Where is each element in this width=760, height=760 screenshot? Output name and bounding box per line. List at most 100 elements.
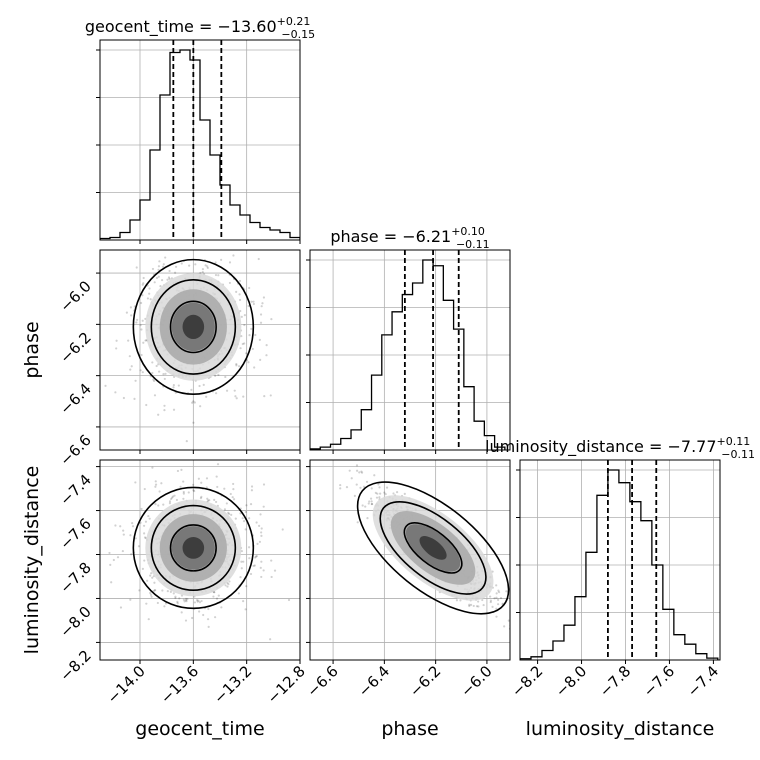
sample-point bbox=[164, 256, 167, 259]
panel-phase-vs-phase bbox=[306, 249, 511, 454]
sample-point bbox=[177, 384, 180, 387]
sample-point bbox=[252, 300, 255, 303]
sample-point bbox=[339, 483, 342, 487]
sample-point bbox=[232, 488, 235, 491]
sample-point bbox=[206, 499, 210, 502]
sample-point bbox=[513, 622, 515, 624]
sample-point bbox=[374, 491, 377, 494]
sample-point bbox=[261, 302, 264, 305]
sample-point bbox=[116, 556, 120, 559]
sample-point bbox=[174, 596, 177, 600]
sample-point bbox=[232, 482, 235, 486]
sample-point bbox=[150, 572, 153, 575]
sample-point bbox=[468, 604, 471, 608]
sample-point bbox=[180, 262, 183, 265]
sample-point bbox=[197, 599, 200, 602]
sample-point bbox=[259, 513, 262, 516]
panel-frame bbox=[309, 249, 511, 451]
sample-point bbox=[143, 536, 147, 539]
panel-luminosity-distance-vs-geocent-time: −14.0 −13.6 −13.2 −12.8 −8.2 −8.0 −7.8 −7.6 −7.4 bbox=[56, 459, 309, 707]
sample-point bbox=[501, 602, 504, 605]
sample-point bbox=[153, 394, 157, 397]
sample-point bbox=[468, 603, 471, 606]
sample-point bbox=[377, 483, 380, 486]
sample-point bbox=[196, 248, 198, 250]
sample-point bbox=[224, 375, 227, 379]
sample-point bbox=[243, 314, 246, 317]
sample-point bbox=[499, 596, 503, 600]
sample-point bbox=[142, 282, 145, 285]
sample-point bbox=[365, 480, 369, 483]
sample-point bbox=[240, 315, 243, 318]
sample-point bbox=[202, 613, 205, 617]
sample-point bbox=[186, 597, 189, 601]
sample-point bbox=[269, 394, 272, 397]
sample-point bbox=[370, 487, 373, 490]
sample-point bbox=[148, 292, 151, 295]
sample-point bbox=[477, 605, 480, 608]
sample-point bbox=[121, 549, 124, 553]
sample-point bbox=[360, 470, 363, 473]
sample-point bbox=[144, 520, 148, 523]
sample-point bbox=[260, 534, 263, 537]
sample-point bbox=[206, 265, 209, 268]
sample-point bbox=[362, 485, 366, 488]
sample-point bbox=[198, 610, 201, 613]
contour-0 bbox=[169, 524, 217, 572]
sample-point bbox=[135, 266, 138, 269]
sample-point bbox=[242, 560, 245, 563]
y-tick-label-luminosity-distance: −7.6 bbox=[56, 515, 94, 553]
sample-point bbox=[350, 477, 353, 480]
sample-point bbox=[133, 397, 136, 400]
sample-point bbox=[172, 386, 175, 389]
sample-point bbox=[244, 510, 247, 514]
x-tick-label-luminosity-distance: −7.8 bbox=[596, 662, 634, 700]
sample-point bbox=[495, 584, 498, 587]
sample-point bbox=[269, 638, 272, 641]
sample-point bbox=[214, 500, 218, 504]
sample-point bbox=[162, 373, 165, 376]
sample-point bbox=[193, 489, 196, 493]
sample-point bbox=[141, 567, 144, 570]
sample-point bbox=[245, 504, 248, 507]
sample-point bbox=[162, 263, 165, 266]
sample-point bbox=[359, 486, 362, 489]
sample-point bbox=[157, 413, 160, 416]
sample-point bbox=[244, 608, 247, 611]
sample-point bbox=[370, 500, 373, 503]
sample-point bbox=[258, 540, 262, 543]
sample-point bbox=[353, 494, 356, 497]
sample-point bbox=[260, 531, 263, 534]
sample-point bbox=[254, 556, 257, 559]
panel-luminosity-distance-vs-phase: −6.6 −6.4 −6.2 −6.0 bbox=[303, 459, 515, 701]
sample-point bbox=[127, 339, 130, 342]
sample-point bbox=[252, 302, 255, 306]
panel-phase-vs-geocent-time: −6.6 −6.4 −6.2 −6.0 bbox=[56, 248, 301, 470]
sample-point bbox=[114, 391, 117, 394]
sample-point bbox=[206, 618, 210, 621]
y-tick-label-luminosity-distance: −7.4 bbox=[56, 471, 94, 509]
sample-point bbox=[131, 522, 134, 525]
sample-point bbox=[198, 601, 202, 604]
sample-point bbox=[182, 490, 185, 494]
sample-point bbox=[141, 319, 144, 322]
sample-point bbox=[184, 619, 188, 622]
sample-point bbox=[512, 631, 514, 633]
sample-point bbox=[172, 592, 175, 595]
sample-point bbox=[149, 591, 152, 595]
sample-point bbox=[115, 347, 118, 350]
sample-point bbox=[491, 605, 494, 608]
sample-point bbox=[191, 616, 194, 620]
sample-point bbox=[229, 492, 232, 496]
density-shade bbox=[182, 314, 205, 340]
sample-point bbox=[265, 354, 268, 357]
sample-point bbox=[142, 341, 145, 344]
sample-point bbox=[169, 497, 173, 501]
sample-point bbox=[172, 408, 176, 411]
sample-point bbox=[257, 257, 260, 261]
x-tick-label-phase: −6.4 bbox=[355, 662, 393, 700]
sample-point bbox=[214, 374, 217, 377]
sample-point bbox=[392, 492, 395, 495]
sample-point bbox=[234, 395, 237, 398]
